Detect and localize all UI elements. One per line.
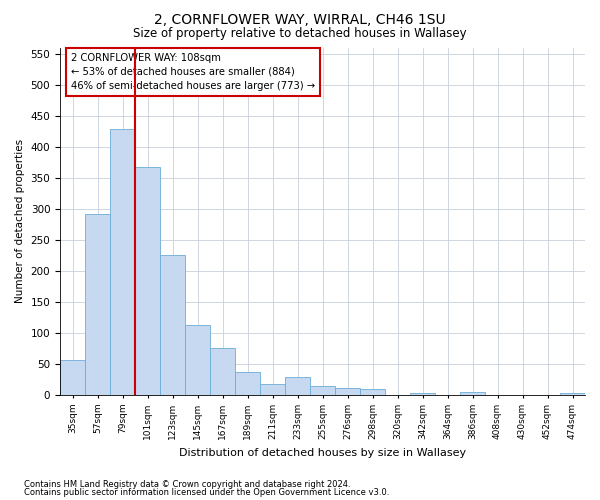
X-axis label: Distribution of detached houses by size in Wallasey: Distribution of detached houses by size … <box>179 448 466 458</box>
Bar <box>310 386 335 395</box>
Text: 2 CORNFLOWER WAY: 108sqm
← 53% of detached houses are smaller (884)
46% of semi-: 2 CORNFLOWER WAY: 108sqm ← 53% of detach… <box>71 52 314 90</box>
Bar <box>160 256 185 395</box>
Text: Size of property relative to detached houses in Wallasey: Size of property relative to detached ho… <box>133 28 467 40</box>
Text: Contains HM Land Registry data © Crown copyright and database right 2024.: Contains HM Land Registry data © Crown c… <box>24 480 350 489</box>
Bar <box>460 392 485 395</box>
Bar <box>110 130 135 395</box>
Text: 2, CORNFLOWER WAY, WIRRAL, CH46 1SU: 2, CORNFLOWER WAY, WIRRAL, CH46 1SU <box>154 12 446 26</box>
Bar <box>85 214 110 395</box>
Bar <box>560 392 585 395</box>
Bar <box>235 372 260 395</box>
Bar <box>60 360 85 395</box>
Bar <box>260 384 285 395</box>
Bar <box>410 392 435 395</box>
Bar <box>185 325 210 395</box>
Y-axis label: Number of detached properties: Number of detached properties <box>15 140 25 304</box>
Bar <box>360 389 385 395</box>
Bar <box>335 388 360 395</box>
Text: Contains public sector information licensed under the Open Government Licence v3: Contains public sector information licen… <box>24 488 389 497</box>
Bar <box>135 166 160 395</box>
Bar <box>285 377 310 395</box>
Bar <box>210 348 235 395</box>
